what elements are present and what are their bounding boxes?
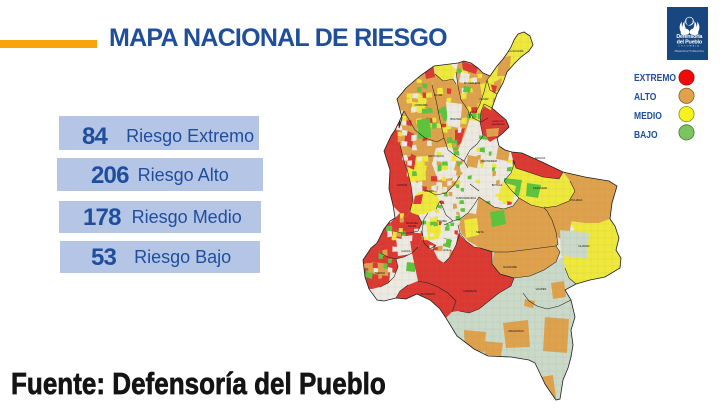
svg-text:CESAR: CESAR bbox=[480, 97, 489, 101]
svg-text:VAUPES: VAUPES bbox=[536, 287, 547, 291]
svg-text:CORDOBA: CORDOBA bbox=[414, 103, 427, 107]
svg-text:PUTUMAYO: PUTUMAYO bbox=[421, 292, 436, 296]
svg-text:del Pueblo: del Pueblo bbox=[677, 40, 703, 46]
svg-text:HUILA: HUILA bbox=[443, 248, 451, 252]
svg-text:META: META bbox=[476, 230, 484, 234]
svg-text:VALLE DEL: VALLE DEL bbox=[406, 222, 419, 225]
svg-text:SANTANDER: SANTANDER bbox=[481, 159, 497, 163]
svg-text:Defensoría: Defensoría bbox=[676, 34, 703, 40]
svg-text:ANTIOQUIA: ANTIOQUIA bbox=[428, 154, 444, 158]
svg-text:ARAUCA: ARAUCA bbox=[535, 157, 546, 160]
svg-text:GUAINIA: GUAINIA bbox=[578, 244, 589, 248]
svg-text:GUAVIARE: GUAVIARE bbox=[503, 265, 517, 269]
svg-text:MAGDALENA: MAGDALENA bbox=[464, 81, 481, 85]
svg-text:SANTANDER: SANTANDER bbox=[491, 123, 505, 126]
svg-text:VICHADA: VICHADA bbox=[570, 198, 583, 202]
svg-text:CAUCA: CAUCA bbox=[408, 225, 417, 228]
svg-text:LA GUAJIRA: LA GUAJIRA bbox=[509, 49, 524, 53]
svg-text:TOLIMA: TOLIMA bbox=[437, 219, 447, 223]
svg-text:CAQUETA: CAQUETA bbox=[463, 289, 476, 293]
svg-text:CASANARE: CASANARE bbox=[533, 186, 548, 190]
svg-text:COLOMBIA: COLOMBIA bbox=[678, 45, 700, 48]
svg-text:NORTE DE: NORTE DE bbox=[492, 121, 504, 123]
svg-text:CAUCA: CAUCA bbox=[401, 249, 410, 253]
svg-text:#MásLibresYTúDerechos: #MásLibresYTúDerechos bbox=[675, 49, 705, 53]
svg-text:BOYACA: BOYACA bbox=[492, 183, 503, 187]
svg-text:CUNDINAMARCA: CUNDINAMARCA bbox=[456, 197, 477, 200]
svg-text:CHOCO: CHOCO bbox=[397, 183, 408, 187]
svg-text:BOLIVAR: BOLIVAR bbox=[450, 117, 461, 121]
svg-text:CALDAS: CALDAS bbox=[424, 190, 434, 193]
svg-text:AMAZONAS: AMAZONAS bbox=[508, 329, 524, 333]
svg-text:SUCRE: SUCRE bbox=[434, 94, 443, 97]
svg-text:NARINO: NARINO bbox=[375, 271, 385, 275]
